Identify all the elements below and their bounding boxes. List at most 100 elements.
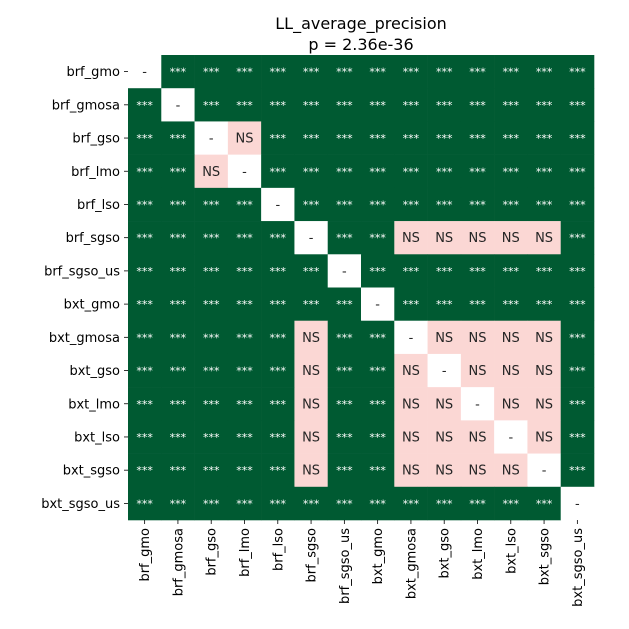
cell-label-bxt_sgso_us-bxt_lso: ***: [503, 497, 520, 510]
heatmap-cell-brf_lso-bxt_sgso_us: [560, 187, 595, 222]
cell-label-brf_gso-brf_gmo: ***: [136, 132, 153, 145]
heatmap-cell-bxt_lso-bxt_gmosa: [394, 420, 428, 454]
cell-label-brf_sgso_us-bxt_gmosa: ***: [403, 265, 420, 278]
cell-label-brf_sgso-bxt_lmo: NS: [469, 231, 487, 246]
heatmap-cell-brf_gmo-bxt_sgso: [527, 55, 562, 89]
cell-label-brf_lmo-brf_lso: ***: [270, 165, 287, 178]
cell-label-bxt_gso-brf_gmo: ***: [136, 365, 153, 378]
heatmap-cell-bxt_gmo-brf_gmosa: [161, 287, 195, 322]
heatmap-cell-brf_gso-bxt_gmo: [361, 121, 395, 155]
heatmap-cell-brf_sgso_us-bxt_lso: [494, 254, 528, 288]
heatmap-cell-bxt_gmosa-brf_lmo: [227, 320, 262, 355]
x-tick-label-brf_lso: brf_lso: [271, 528, 286, 571]
cell-label-brf_gmo-brf_sgso_us: ***: [336, 66, 353, 79]
heatmap-cell-brf_gso-bxt_gso: [427, 121, 462, 155]
cell-label-brf_gmo-bxt_lso: ***: [503, 66, 520, 79]
cell-label-bxt_gmo-bxt_gso: ***: [436, 298, 453, 311]
heatmap-cell-bxt_lso-brf_gmosa: [161, 420, 195, 454]
cell-label-brf_sgso_us-brf_gmo: ***: [136, 265, 153, 278]
cell-label-brf_sgso_us-bxt_gso: ***: [436, 265, 453, 278]
heatmap-cell-brf_gmosa-bxt_gmosa: [394, 88, 428, 122]
heatmap-cell-bxt_gmosa-bxt_gmosa: [394, 320, 428, 355]
cell-label-brf_gmo-brf_lso: ***: [270, 66, 287, 79]
cell-label-bxt_lmo-brf_gmosa: ***: [170, 398, 187, 411]
cell-label-bxt_lso-bxt_gso: NS: [435, 430, 453, 445]
cell-label-brf_sgso-bxt_gmosa: NS: [402, 231, 420, 246]
cell-label-bxt_lso-brf_lmo: ***: [236, 431, 253, 444]
heatmap-cell-brf_gmosa-brf_lso: [261, 88, 295, 122]
y-tick-label-brf_lmo: brf_lmo: [71, 165, 120, 180]
cell-label-bxt_gso-brf_lmo: ***: [236, 365, 253, 378]
cell-label-bxt_lmo-bxt_gmosa: NS: [402, 397, 420, 412]
y-tick-label-bxt_gso: bxt_gso: [69, 364, 120, 379]
heatmap-cell-bxt_lso-brf_sgso_us: [327, 420, 362, 454]
cell-label-brf_lmo-bxt_sgso: ***: [536, 165, 553, 178]
heatmap-cell-bxt_gmosa-brf_sgso_us: [327, 320, 362, 355]
cell-label-bxt_gmo-brf_sgso: ***: [303, 298, 320, 311]
heatmap-cell-bxt_gso-bxt_lmo: [460, 353, 495, 388]
heatmap-cell-brf_lso-brf_gmosa: [161, 187, 195, 222]
heatmap-cell-brf_gmosa-bxt_lmo: [460, 88, 495, 122]
heatmap-cell-brf_lso-bxt_sgso: [527, 187, 562, 222]
heatmap-cell-brf_lmo-brf_gso: [194, 154, 229, 189]
heatmap-cell-bxt_lso-brf_lso: [261, 420, 295, 454]
heatmap-cell-bxt_sgso-brf_sgso_us: [327, 453, 362, 488]
cell-label-bxt_lso-brf_sgso: NS: [302, 430, 320, 445]
heatmap-cell-brf_sgso_us-bxt_sgso_us: [560, 254, 595, 288]
heatmap-cell-brf_gmo-brf_sgso: [294, 55, 329, 89]
cell-label-brf_gso-bxt_gso: ***: [436, 132, 453, 145]
heatmap-cell-bxt_lso-bxt_lmo: [460, 420, 495, 454]
heatmap-cell-bxt_sgso-bxt_gmo: [361, 453, 395, 488]
cell-label-bxt_sgso-bxt_gso: NS: [435, 464, 453, 479]
cell-label-brf_sgso_us-brf_lmo: ***: [236, 265, 253, 278]
heatmap-cell-bxt_sgso_us-bxt_sgso: [527, 486, 562, 521]
cell-label-brf_lso-bxt_sgso: ***: [536, 198, 553, 211]
cell-label-brf_gmo-bxt_sgso_us: ***: [569, 66, 586, 79]
cell-label-bxt_gmosa-brf_gmosa: ***: [170, 331, 187, 344]
heatmap-cell-brf_sgso_us-bxt_gmo: [361, 254, 395, 288]
cell-label-brf_lso-brf_gso: ***: [203, 198, 220, 211]
cell-label-bxt_gmosa-bxt_gmo: ***: [369, 331, 386, 344]
heatmap-cell-bxt_gmo-bxt_gmo: [361, 287, 395, 322]
cell-label-brf_sgso-brf_gmo: ***: [136, 232, 153, 245]
heatmap-cell-bxt_lso-brf_gso: [194, 420, 229, 454]
heatmap-cell-brf_sgso-bxt_lmo: [460, 221, 495, 255]
heatmap-cell-brf_sgso-brf_gmosa: [161, 221, 195, 255]
heatmap-cell-bxt_gso-brf_sgso: [294, 353, 329, 388]
cell-label-bxt_lso-brf_lso: ***: [270, 431, 287, 444]
cell-label-bxt_gso-brf_sgso_us: ***: [336, 365, 353, 378]
heatmap-cell-bxt_sgso_us-brf_lmo: [227, 486, 262, 521]
cell-label-brf_lso-brf_sgso: ***: [303, 198, 320, 211]
heatmap-cell-bxt_sgso_us-brf_gmo: [128, 486, 162, 521]
x-axis-ticks: brf_gmo brf_gmosa brf_gso brf_lmo brf_lso brf…: [138, 520, 586, 607]
cell-label-bxt_sgso_us-bxt_lmo: ***: [469, 497, 486, 510]
cell-label-brf_gmosa-bxt_lso: ***: [503, 99, 520, 112]
heatmap-cell-brf_gmosa-brf_sgso: [294, 88, 329, 122]
x-tick-label-brf_sgso: brf_sgso: [305, 528, 320, 582]
x-tick-label-brf_lmo: brf_lmo: [238, 528, 253, 577]
heatmap-cell-brf_gso-brf_gmo: [128, 121, 162, 155]
cell-label-brf_gmo-bxt_gmosa: ***: [403, 66, 420, 79]
heatmap-cell-bxt_lso-bxt_sgso_us: [560, 420, 595, 454]
cell-label-bxt_lso-bxt_lmo: NS: [469, 430, 487, 445]
heatmap-cell-brf_sgso-brf_gmo: [128, 221, 162, 255]
heatmap-cell-bxt_gso-brf_gmosa: [161, 353, 195, 388]
heatmap-cell-bxt_gmo-bxt_lmo: [460, 287, 495, 322]
heatmap-cell-brf_sgso-bxt_gmosa: [394, 221, 428, 255]
heatmap-cell-bxt_lso-brf_sgso: [294, 420, 329, 454]
heatmap-cell-bxt_gmo-bxt_lso: [494, 287, 528, 322]
heatmap-cell-bxt_lmo-brf_gso: [194, 387, 229, 421]
heatmap-cell-bxt_gso-bxt_gmosa: [394, 353, 428, 388]
cell-label-bxt_sgso-bxt_sgso: -: [542, 464, 547, 479]
heatmap-cell-brf_gso-brf_sgso_us: [327, 121, 362, 155]
cell-label-bxt_sgso_us-brf_sgso_us: ***: [336, 497, 353, 510]
heatmap-cell-brf_gso-brf_gso: [194, 121, 229, 155]
heatmap-cell-bxt_gmo-brf_gmo: [128, 287, 162, 322]
cell-label-brf_lmo-bxt_gso: ***: [436, 165, 453, 178]
y-tick-label-brf_sgso_us: brf_sgso_us: [44, 264, 120, 279]
cell-label-bxt_gmosa-brf_sgso: NS: [302, 331, 320, 346]
heatmap-cell-brf_sgso-bxt_sgso_us: [560, 221, 595, 255]
heatmap-cell-bxt_gmosa-brf_gso: [194, 320, 229, 355]
heatmap-cell-bxt_sgso-brf_gmo: [128, 453, 162, 488]
cell-label-brf_lso-bxt_gmosa: ***: [403, 198, 420, 211]
